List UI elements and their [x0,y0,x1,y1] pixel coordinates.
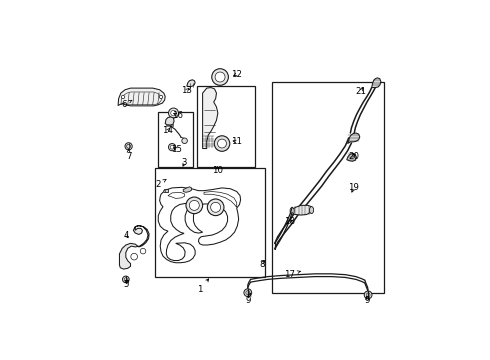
Circle shape [218,139,226,148]
Text: 11: 11 [231,137,242,146]
Polygon shape [347,133,360,144]
Polygon shape [158,187,241,263]
Circle shape [169,144,176,151]
Circle shape [131,253,138,260]
Circle shape [212,69,228,85]
Polygon shape [118,88,165,106]
Polygon shape [165,117,174,126]
Text: 4: 4 [123,231,129,240]
Bar [163,190,165,192]
Text: 21: 21 [355,87,366,96]
Text: 12: 12 [231,70,242,79]
Text: 3: 3 [182,158,187,167]
Polygon shape [187,80,195,87]
Circle shape [182,138,187,144]
Circle shape [186,197,203,214]
Text: 10: 10 [212,166,222,175]
Text: 7: 7 [126,149,131,161]
Polygon shape [292,205,312,215]
Text: 9: 9 [365,296,370,305]
Circle shape [122,95,125,99]
Bar [170,124,172,126]
Circle shape [159,95,163,99]
Text: 20: 20 [349,152,360,161]
Text: 1: 1 [197,279,209,294]
Circle shape [214,136,230,151]
Text: 6: 6 [122,100,132,109]
Polygon shape [203,87,218,149]
Bar [166,124,168,126]
Bar [272,82,384,293]
Polygon shape [183,187,192,192]
Circle shape [171,110,176,116]
Text: 14: 14 [163,126,173,135]
Text: 5: 5 [123,280,129,289]
Text: 2: 2 [155,179,166,189]
Circle shape [122,276,129,283]
Text: 16: 16 [172,111,183,120]
Circle shape [215,72,225,82]
Polygon shape [372,78,381,87]
Ellipse shape [310,207,314,213]
Text: 13: 13 [181,86,192,95]
Bar [197,86,255,167]
Circle shape [170,145,174,149]
Polygon shape [347,153,356,161]
Bar [172,124,173,126]
Text: 17: 17 [284,270,300,279]
Circle shape [169,108,178,118]
Bar [164,189,168,192]
Circle shape [364,291,372,299]
Circle shape [211,202,220,212]
Text: 15: 15 [172,145,182,154]
Bar [155,168,265,278]
Circle shape [244,289,252,297]
Circle shape [207,199,224,216]
Text: 19: 19 [348,183,359,192]
Circle shape [125,143,132,150]
Text: 8: 8 [259,260,265,269]
Bar [158,112,193,167]
Text: 9: 9 [245,293,251,305]
Polygon shape [120,226,149,269]
Bar [168,124,170,126]
Circle shape [140,248,146,254]
Ellipse shape [290,207,294,214]
Circle shape [189,201,199,210]
Text: 18: 18 [284,217,295,226]
